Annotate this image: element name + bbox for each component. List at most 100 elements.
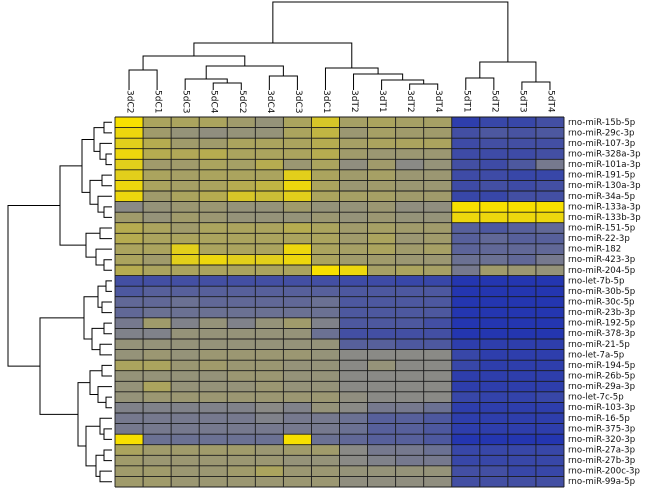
heatmap-cell [143, 444, 172, 456]
heatmap-cell [423, 222, 453, 234]
heatmap-cell [535, 180, 565, 192]
heatmap-cell [283, 381, 312, 393]
heatmap-cell [479, 434, 509, 446]
heatmap-cell [507, 434, 537, 446]
row-label: rno-miR-99a-5p [568, 477, 635, 487]
heatmap-cell [535, 444, 565, 456]
heatmap-cell [199, 307, 228, 319]
heatmap-cell [143, 243, 172, 255]
column-label: 3dC2 [125, 90, 135, 113]
heatmap-cell [395, 402, 424, 414]
heatmap-cell [367, 444, 396, 456]
heatmap-cell [479, 222, 509, 234]
heatmap-cell [479, 360, 509, 372]
heatmap-cell [479, 233, 509, 245]
heatmap-cell [227, 444, 256, 456]
heatmap-cell [255, 423, 284, 435]
heatmap-cell [339, 233, 368, 245]
heatmap-cell [395, 233, 424, 245]
heatmap-cell [283, 339, 312, 350]
heatmap-cell [535, 455, 565, 467]
heatmap-cell [255, 180, 284, 192]
dendrogram-branch [268, 75, 298, 90]
heatmap-cell [115, 360, 144, 372]
heatmap-cell [367, 138, 396, 150]
heatmap-cell [171, 275, 200, 287]
row-label: rno-miR-378-3p [568, 329, 635, 339]
heatmap-cell [311, 339, 340, 350]
heatmap-cell [479, 296, 509, 308]
heatmap-cell [535, 191, 565, 202]
row-label: rno-miR-27b-3p [568, 456, 635, 466]
heatmap-cell [423, 339, 453, 350]
heatmap-cell [199, 148, 228, 160]
heatmap-cell [311, 391, 340, 403]
heatmap-cell [395, 307, 424, 319]
heatmap-cell [115, 117, 144, 128]
heatmap-cell [199, 222, 228, 234]
heatmap-cell [171, 391, 200, 403]
heatmap-cell [507, 455, 537, 467]
heatmap-cell [423, 127, 453, 139]
heatmap-cell [535, 349, 565, 361]
heatmap-cell [451, 391, 481, 403]
heatmap-cell [507, 117, 537, 128]
heatmap-cell [143, 349, 172, 361]
dendrogram-branch [97, 386, 112, 403]
heatmap-cell [255, 339, 284, 350]
heatmap-cell [507, 317, 537, 329]
dendrogram-branch [184, 78, 228, 90]
heatmap-cell [507, 349, 537, 361]
heatmap-cell [283, 307, 312, 319]
heatmap-cell [115, 402, 144, 414]
heatmap-cell [423, 307, 453, 319]
column-label: 3dT2 [349, 90, 359, 113]
heatmap-cell [311, 138, 340, 150]
heatmap-cell [227, 465, 256, 477]
heatmap-cell [171, 360, 200, 372]
heatmap-cell [507, 159, 537, 171]
heatmap-grid [114, 116, 565, 488]
heatmap-cell [311, 159, 340, 171]
heatmap-cell [171, 296, 200, 308]
dendrogram-branch [105, 153, 112, 166]
heatmap-cell [115, 148, 144, 160]
heatmap-cell [227, 191, 256, 202]
heatmap-cell [451, 117, 481, 128]
heatmap-cell [255, 138, 284, 150]
heatmap-cell [423, 328, 453, 340]
heatmap-cell [479, 169, 509, 181]
heatmap-cell [283, 328, 312, 340]
heatmap-cell [535, 339, 565, 350]
heatmap-cell [283, 370, 312, 382]
heatmap-cell [227, 434, 256, 446]
heatmap-cell [311, 423, 340, 435]
row-label: rno-miR-29c-3p [568, 128, 635, 138]
heatmap-cell [143, 307, 172, 319]
heatmap-cell [143, 296, 172, 308]
heatmap-cell [339, 159, 368, 171]
heatmap-cell [171, 117, 200, 128]
dendrogram-branch [101, 364, 112, 377]
heatmap-cell [535, 117, 565, 128]
heatmap-cell [227, 391, 256, 403]
heatmap-cell [227, 328, 256, 340]
heatmap-cell [255, 455, 284, 467]
heatmap-cell [115, 423, 144, 435]
heatmap-cell [423, 381, 453, 393]
heatmap-cell [367, 159, 396, 171]
heatmap-cell [507, 148, 537, 160]
heatmap-cell [535, 138, 565, 150]
heatmap-cell [115, 465, 144, 477]
heatmap-cell [339, 370, 368, 382]
heatmap-cell [395, 127, 424, 139]
column-label: 5dT1 [461, 90, 471, 113]
heatmap-cell [367, 465, 396, 477]
heatmap-cell [143, 402, 172, 414]
column-label: 3dT1 [377, 90, 387, 113]
heatmap-cell [507, 169, 537, 181]
heatmap-cell [143, 370, 172, 382]
row-label: rno-miR-328a-3p [568, 150, 641, 160]
heatmap-cell [311, 349, 340, 361]
heatmap-cell [311, 233, 340, 245]
